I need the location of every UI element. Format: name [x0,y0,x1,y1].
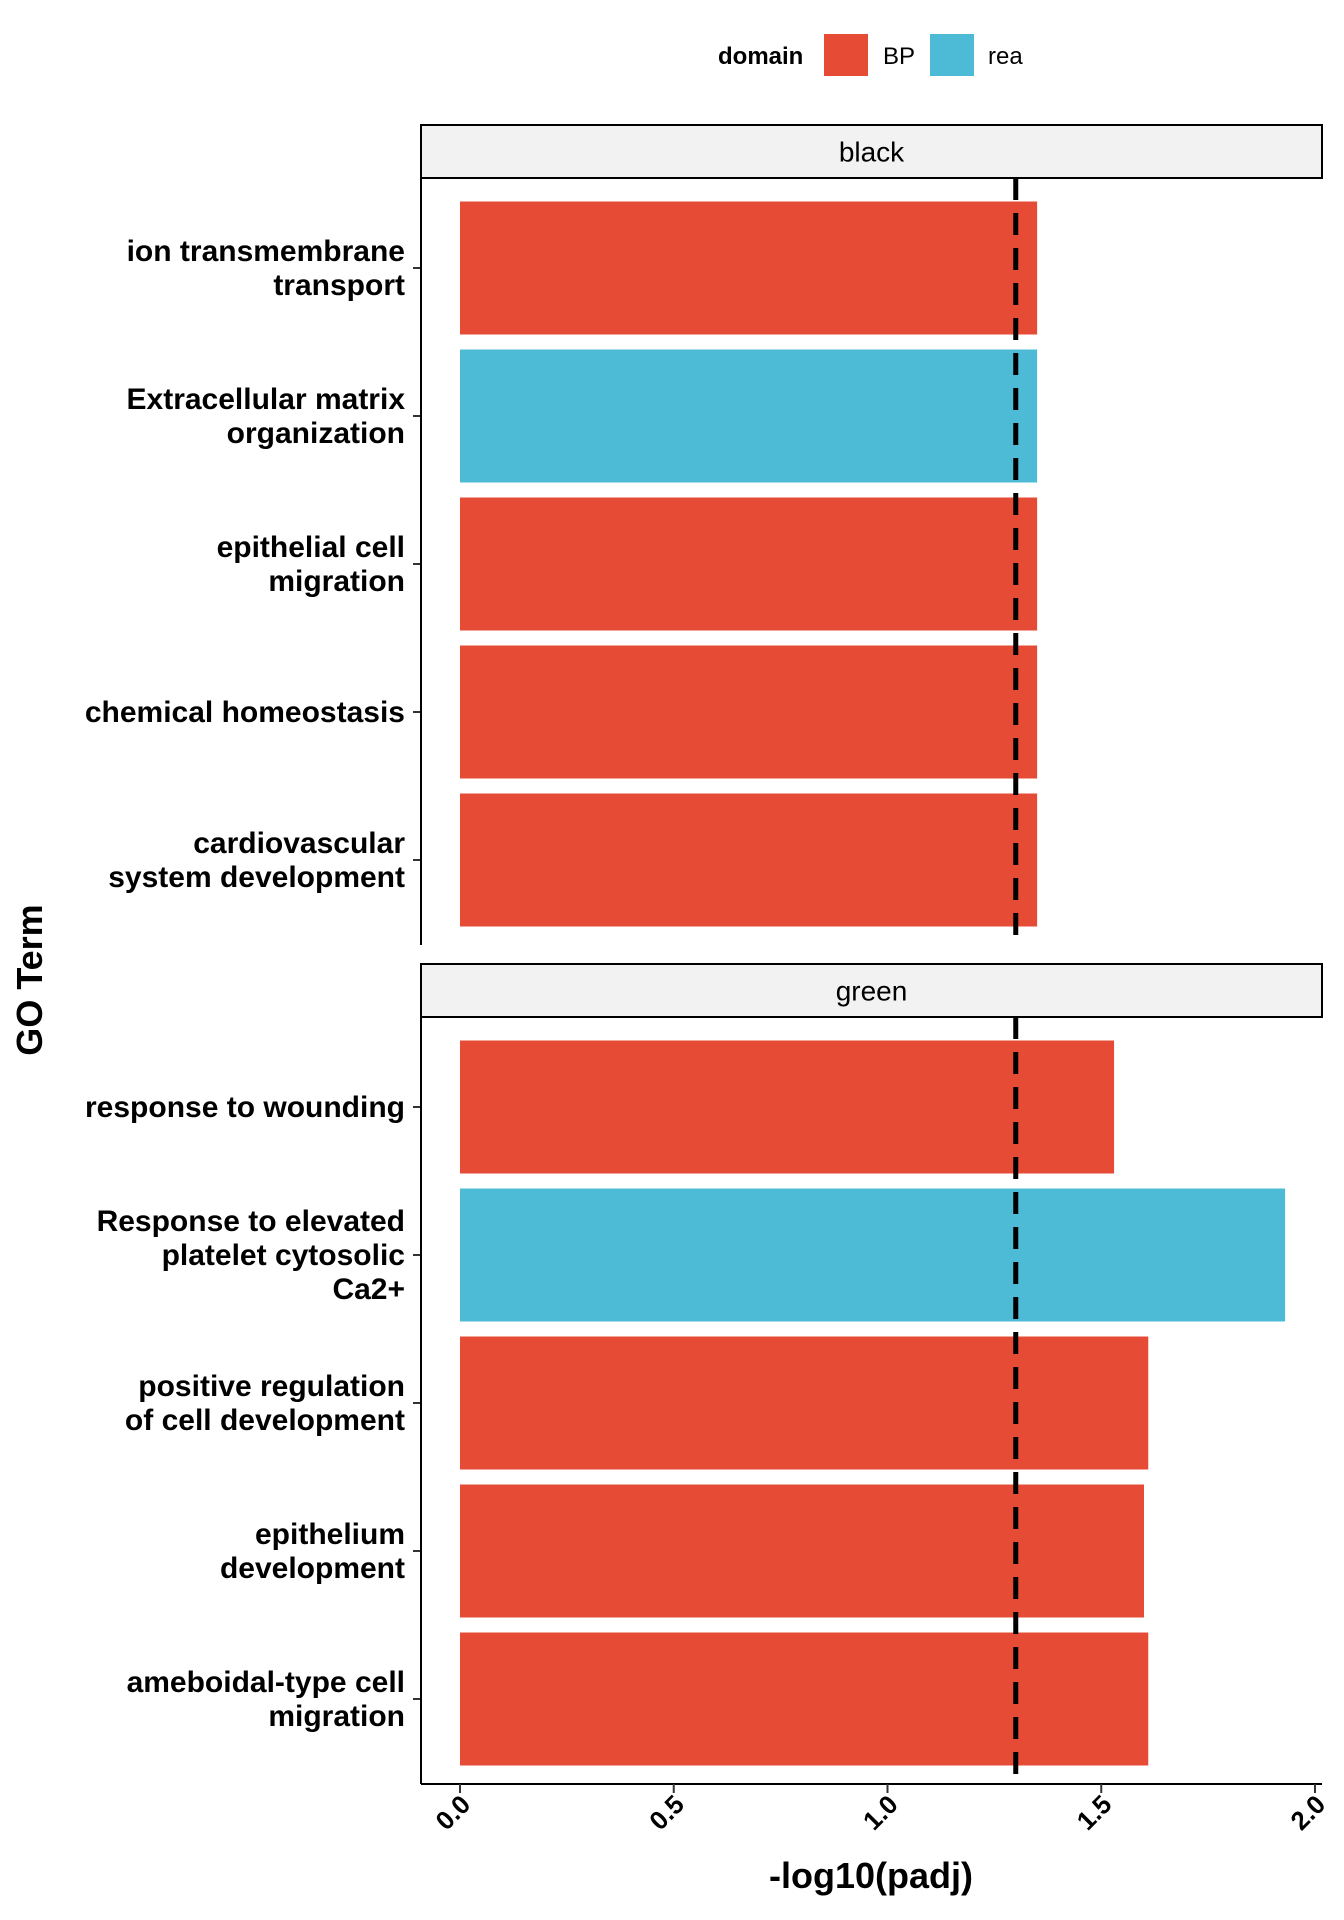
bar-black-1 [460,349,1038,483]
y-axis-title: GO Term [9,904,50,1055]
bar-black-2 [460,497,1038,631]
facet-strip-green [420,963,1323,1018]
term-label: chemical homeostasis [85,696,405,729]
term-label: response to wounding [85,1091,405,1124]
term-label: Extracellular matrix organization [127,383,406,450]
bar-green-2 [460,1336,1149,1470]
facet-strip-label: black [839,137,905,168]
legend-swatch-bp [824,34,868,76]
facet-strip-label: green [836,976,908,1007]
bar-black-3 [460,645,1038,779]
legend-label-bp: BP [883,43,915,70]
x-tick-label: 1.5 [1071,1789,1118,1836]
term-label: epithelium development [220,1518,405,1585]
term-label: Response to elevated platelet cytosolic Ca… [97,1205,405,1306]
bar-black-4 [460,793,1038,927]
facet-strip-black [420,124,1323,179]
facet-panel-black: black ion transmembrane transport Extracell… [85,124,1323,945]
x-axis-title: -log10(padj) [769,1855,973,1896]
term-label: cardiovascular system development [108,827,405,894]
term-label: ameboidal-type cell migration [127,1666,405,1733]
x-tick-label: 1.0 [857,1789,904,1836]
legend: domain BP rea [718,34,1023,76]
term-label: ion transmembrane transport [127,235,405,302]
term-label: epithelial cell migration [217,531,405,598]
term-label: positive regulation of cell development [125,1370,405,1437]
bar-green-1 [460,1188,1286,1322]
x-tick-label: 0.5 [643,1789,690,1836]
bar-green-4 [460,1632,1149,1766]
legend-swatch-rea [930,34,974,76]
facet-panel-green: green response to wounding Response to ele… [85,963,1323,1784]
legend-label-rea: rea [988,43,1023,70]
bar-green-3 [460,1484,1144,1618]
bar-green-0 [460,1040,1115,1174]
bar-black-0 [460,201,1038,335]
legend-title: domain [718,43,803,70]
x-tick-label: 0.0 [429,1789,476,1836]
x-tick-label: 2.0 [1284,1789,1331,1836]
